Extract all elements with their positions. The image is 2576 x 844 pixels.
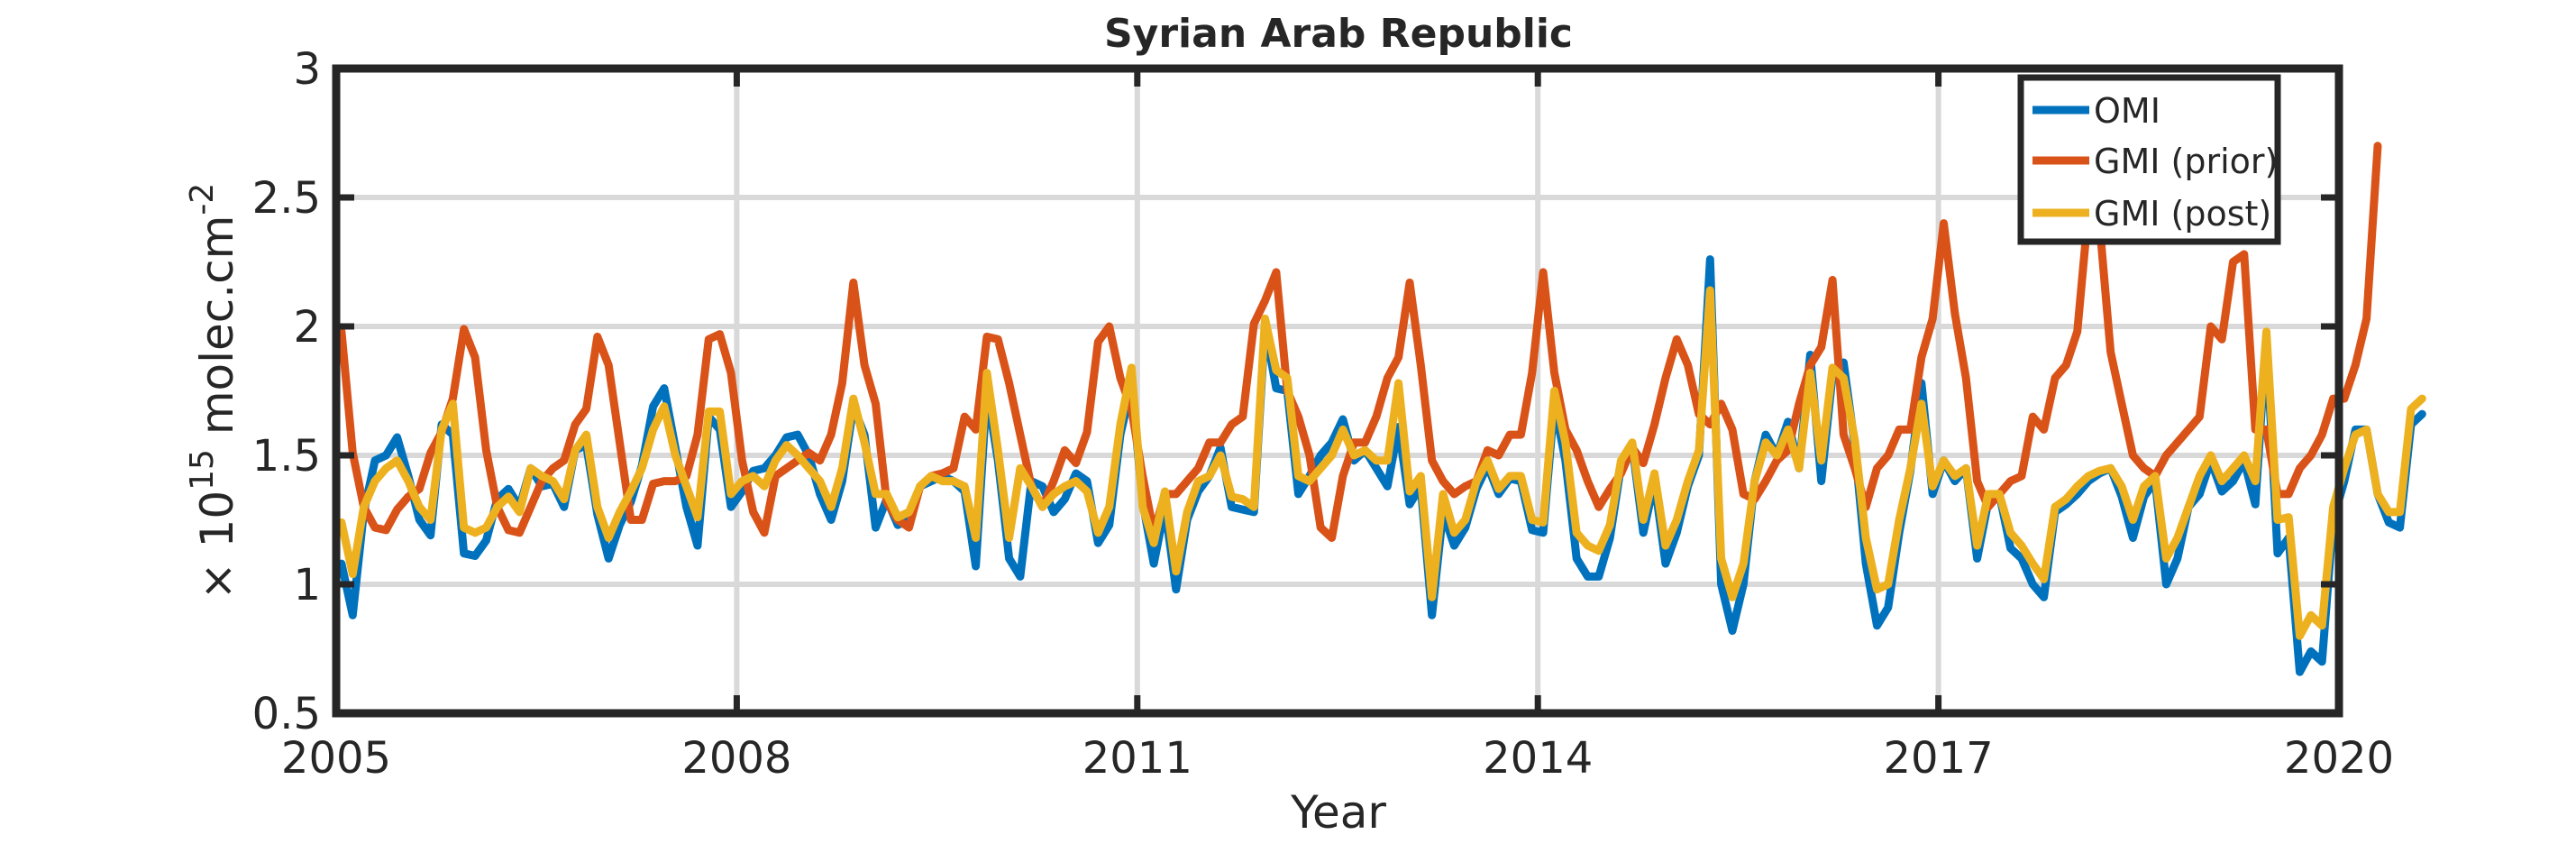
- x-tick-label: 2020: [2284, 733, 2394, 784]
- series-line-omi: [337, 255, 2426, 676]
- y-tick-label: 1: [293, 560, 321, 610]
- legend-label-gmi-post: GMI (post): [2094, 194, 2271, 234]
- grid-lines: [336, 69, 2339, 713]
- legend-label-gmi-prior: GMI (prior): [2094, 142, 2278, 181]
- plot-series: [337, 142, 2426, 676]
- y-tick-label: 1.5: [252, 431, 321, 482]
- x-axis-label: Year: [1290, 786, 1386, 839]
- chart-title: Syrian Arab Republic: [1104, 11, 1573, 57]
- y-axis-label: × 1015 molec.cm-2: [184, 183, 243, 601]
- x-tick-labels: 2005 2008 2011 2014 2017 2020: [281, 733, 2394, 784]
- x-tick-label: 2005: [281, 733, 391, 784]
- y-axis-label-unit: molec.cm: [191, 216, 243, 449]
- x-tick-label: 2014: [1483, 733, 1593, 784]
- x-tick-label: 2011: [1082, 733, 1192, 784]
- axes-box: [332, 64, 2343, 718]
- y-axis-label-exponent: 15: [184, 449, 221, 491]
- legend: OMI GMI (prior) GMI (post): [2017, 74, 2281, 245]
- axis-ticks: [333, 65, 2343, 717]
- y-tick-label: 2.5: [252, 173, 321, 224]
- y-axis-label-prefix: × 10: [191, 491, 243, 600]
- x-tick-label: 2017: [1884, 733, 1994, 784]
- y-tick-label: 2: [293, 302, 321, 353]
- x-tick-label: 2008: [681, 733, 791, 784]
- legend-label-omi: OMI: [2094, 91, 2160, 131]
- y-tick-label: 3: [293, 44, 321, 95]
- y-axis-label-unit-exponent: -2: [184, 183, 221, 216]
- y-tick-label: 0.5: [252, 689, 321, 739]
- series-line-gmi-post: [337, 286, 2426, 640]
- y-tick-labels: 0.5 1 1.5 2 2.5 3: [252, 44, 321, 739]
